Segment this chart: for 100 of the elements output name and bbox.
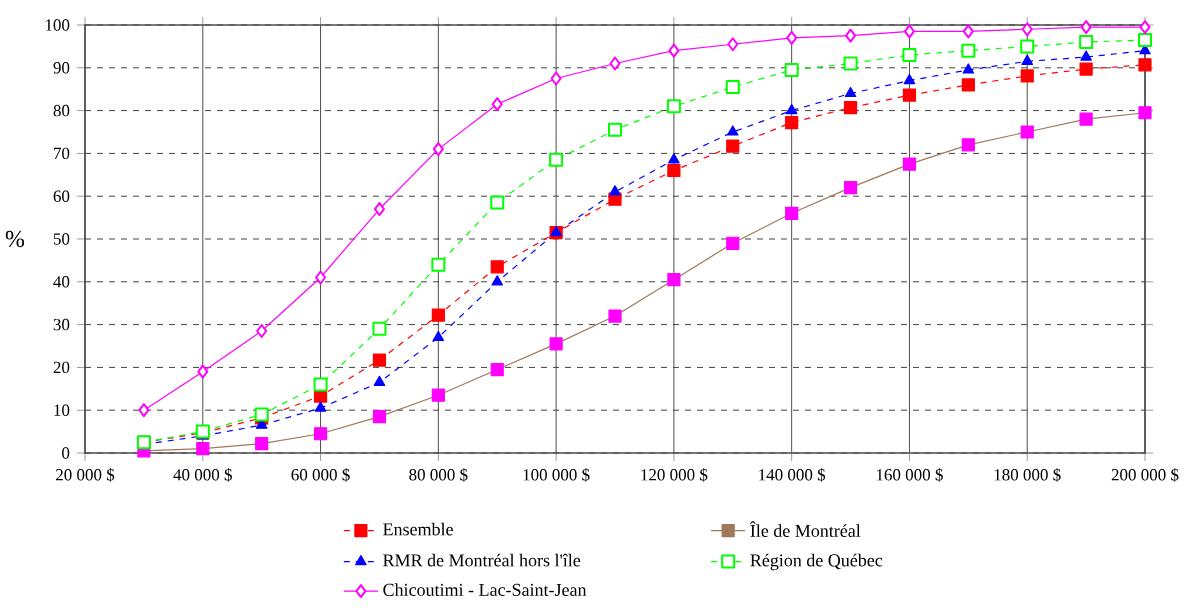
x-tick-label: 140 000 $ <box>759 468 826 482</box>
point <box>491 97 503 112</box>
point <box>315 270 327 285</box>
point <box>550 71 562 86</box>
point <box>373 202 385 217</box>
point <box>725 80 740 95</box>
point <box>727 37 739 52</box>
point <box>490 260 504 274</box>
point <box>845 28 857 43</box>
point <box>1079 62 1093 76</box>
x-tick-label: 200 000 $ <box>1111 468 1179 482</box>
y-tick-label: 70 <box>54 147 70 160</box>
x-tick-label: 40 000 $ <box>173 468 232 482</box>
point <box>431 257 446 272</box>
point <box>902 157 917 171</box>
point <box>1021 54 1034 65</box>
point <box>608 122 622 137</box>
point <box>1079 35 1094 50</box>
point <box>726 139 740 153</box>
x-tick-label: 20 000 $ <box>56 468 115 482</box>
y-tick-label: 90 <box>53 62 70 74</box>
point <box>372 353 387 367</box>
point <box>1138 32 1152 47</box>
x-tick-label: 160 000 $ <box>876 468 943 482</box>
point <box>1138 106 1152 120</box>
point <box>373 375 386 386</box>
point <box>197 364 209 379</box>
x-tick-label: 60 000 $ <box>291 468 350 482</box>
y-tick-label: 20 <box>53 361 70 374</box>
point <box>313 427 328 441</box>
point <box>490 195 505 210</box>
y-tick-label: 0 <box>62 447 70 459</box>
point <box>1020 125 1034 139</box>
legend-label: Chicoutimi - Lac-Saint-Jean <box>383 583 587 596</box>
x-tick-label: 120 000 $ <box>641 468 708 482</box>
point <box>549 152 564 167</box>
y-tick-label: 40 <box>53 276 70 288</box>
point <box>314 401 327 412</box>
y-tick-label: 80 <box>53 104 70 117</box>
point <box>313 377 328 392</box>
point <box>903 74 916 85</box>
y-axis-title: % <box>5 230 25 248</box>
point <box>491 275 504 286</box>
point <box>784 62 799 77</box>
point <box>843 56 858 71</box>
point <box>666 99 681 114</box>
x-tick-label: 100 000 $ <box>523 468 590 482</box>
point <box>372 410 387 424</box>
legend-label: Région de Québec <box>750 553 883 571</box>
point <box>372 321 387 336</box>
point <box>668 153 680 164</box>
point <box>1020 69 1034 83</box>
point <box>1020 39 1035 54</box>
point <box>256 324 268 339</box>
point <box>961 43 976 58</box>
point <box>609 56 621 71</box>
point <box>431 308 445 322</box>
x-tick-label: 180 000 $ <box>994 468 1061 482</box>
point <box>1080 50 1092 61</box>
point <box>609 185 621 196</box>
legend-label: Ensemble <box>383 522 453 536</box>
point <box>1080 20 1092 35</box>
point <box>785 104 798 115</box>
point <box>902 88 917 102</box>
point <box>255 436 269 451</box>
point <box>1139 20 1151 35</box>
point <box>432 330 445 342</box>
point <box>254 407 269 422</box>
point <box>844 86 857 98</box>
point <box>962 24 974 39</box>
point <box>667 273 681 287</box>
point <box>843 181 858 195</box>
point <box>667 163 681 178</box>
point <box>961 138 975 152</box>
legend-label: Île de Montréal <box>749 521 861 537</box>
point <box>785 206 799 220</box>
point <box>1138 58 1152 72</box>
point <box>490 362 504 377</box>
point <box>1021 22 1033 37</box>
point <box>786 30 798 45</box>
point <box>608 309 622 323</box>
point <box>902 47 917 62</box>
y-tick-label: 60 <box>53 190 70 202</box>
point <box>726 236 740 250</box>
point <box>1079 112 1093 126</box>
point <box>549 337 563 351</box>
point <box>196 442 210 456</box>
x-tick-label: 80 000 $ <box>409 468 468 482</box>
legend-label: RMR de Montréal hors l'île <box>383 553 581 567</box>
point <box>843 101 858 115</box>
point <box>431 388 445 402</box>
point <box>726 125 739 136</box>
point <box>785 115 799 130</box>
point <box>962 63 975 74</box>
point <box>961 78 975 92</box>
y-tick-label: 50 <box>53 233 70 245</box>
point <box>138 403 150 418</box>
point <box>432 142 444 157</box>
y-tick-label: 30 <box>53 318 70 331</box>
point <box>668 43 680 58</box>
